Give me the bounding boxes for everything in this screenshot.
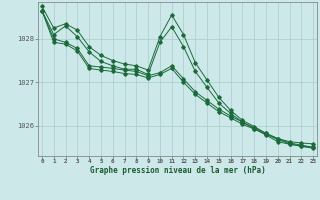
X-axis label: Graphe pression niveau de la mer (hPa): Graphe pression niveau de la mer (hPa) [90,166,266,175]
